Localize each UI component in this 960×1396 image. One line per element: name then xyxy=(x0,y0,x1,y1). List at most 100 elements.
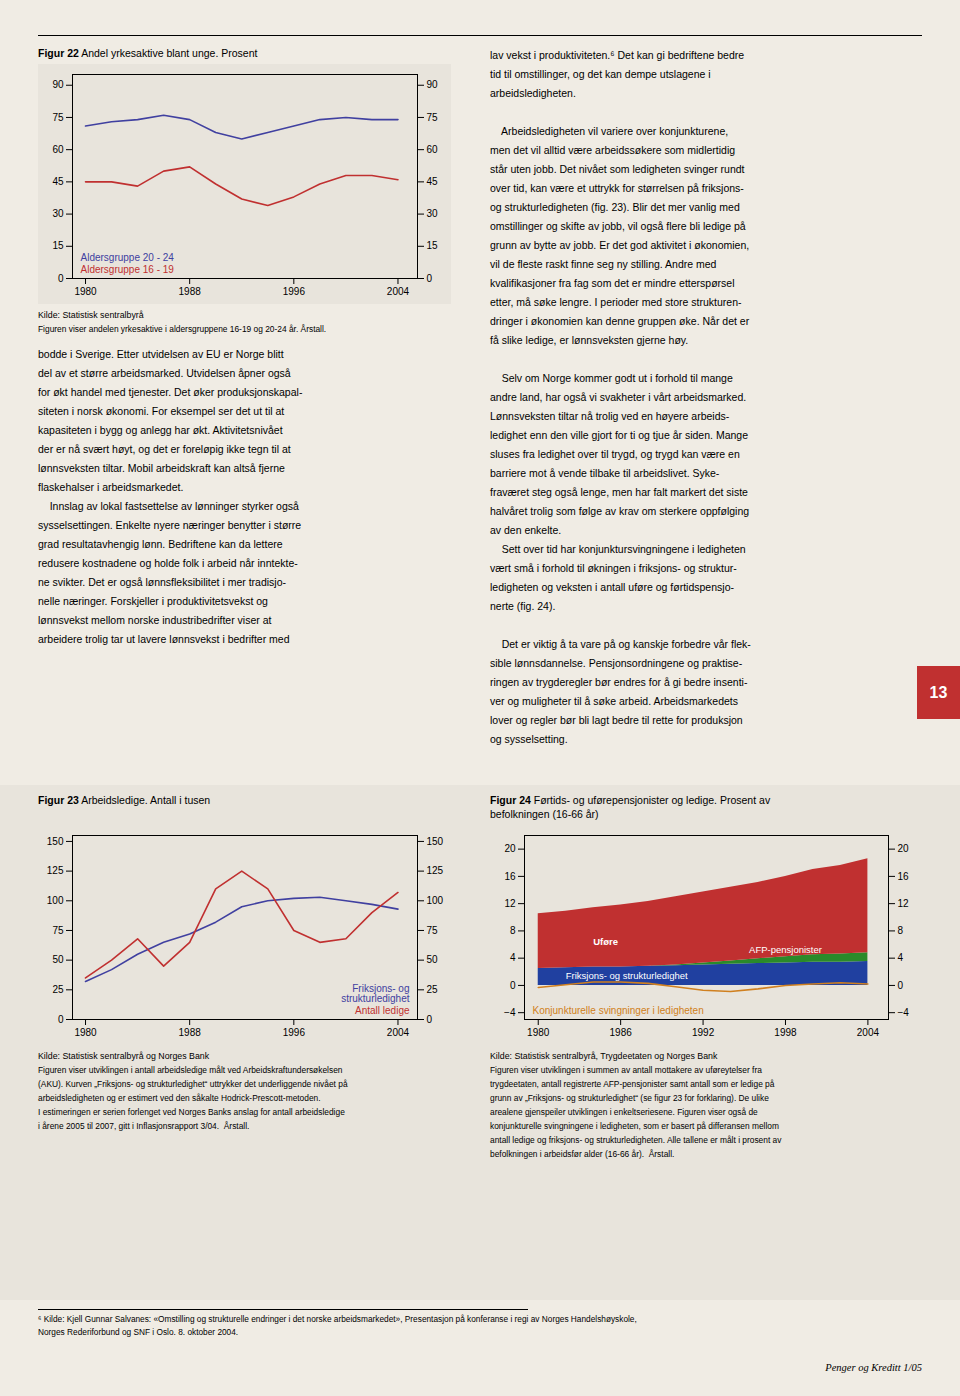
svg-text:1998: 1998 xyxy=(774,1027,797,1038)
svg-text:150: 150 xyxy=(427,836,444,847)
html-text:lønnsveksten tiltar. Mobil arb: lønnsveksten tiltar. Mobil arbeidskraft … xyxy=(38,462,285,474)
svg-text:0: 0 xyxy=(898,980,904,991)
svg-text:1980: 1980 xyxy=(527,1027,550,1038)
html-text:redusere kostnadene og holde f: redusere kostnadene og holde folk i arbe… xyxy=(38,557,298,569)
svg-text:30: 30 xyxy=(52,208,64,219)
html-text:Lønnsveksten tiltar nå trolig: Lønnsveksten tiltar nå trolig ved en høy… xyxy=(490,410,730,422)
html-text:arbeidsledigheten.: arbeidsledigheten. xyxy=(490,87,576,99)
html-text:13: 13 xyxy=(929,683,948,701)
svg-text:2004: 2004 xyxy=(857,1027,880,1038)
svg-text:30: 30 xyxy=(427,208,439,219)
html-text:Selv om Norge kommer godt ut i: Selv om Norge kommer godt ut i forhold t… xyxy=(490,372,733,384)
svg-text:Konjunkturelle svingninger i l: Konjunkturelle svingninger i ledigheten xyxy=(533,1005,704,1016)
svg-text:100: 100 xyxy=(47,895,64,906)
svg-text:45: 45 xyxy=(52,176,64,187)
svg-text:20: 20 xyxy=(504,843,516,854)
svg-text:Aldersgruppe 20 - 24: Aldersgruppe 20 - 24 xyxy=(81,252,175,263)
html-text:grad resultatavhengig lønn. Be: grad resultatavhengig lønn. Bedriftene k… xyxy=(38,538,283,550)
svg-text:−4: −4 xyxy=(504,1007,516,1018)
html-text:tid til omstillinger, og det k: tid til omstillinger, og det kan dempe u… xyxy=(490,68,711,80)
svg-text:0: 0 xyxy=(427,1014,433,1025)
svg-text:25: 25 xyxy=(52,984,64,995)
svg-text:125: 125 xyxy=(427,865,444,876)
svg-text:Friksjons- ogstrukturledighet: Friksjons- ogstrukturledighet xyxy=(341,983,410,1004)
svg-text:100: 100 xyxy=(427,895,444,906)
html-text:dringer i økonomien kan denne: dringer i økonomien kan denne gruppen øk… xyxy=(490,315,750,327)
svg-text:4: 4 xyxy=(510,952,516,963)
svg-text:AFP-pensjonister: AFP-pensjonister xyxy=(749,944,822,955)
svg-text:75: 75 xyxy=(427,925,439,936)
html-text:står uten jobb. Det nivået som: står uten jobb. Det nivået som ledighete… xyxy=(490,163,745,175)
html-text:omstillinger og skifte av jobb: omstillinger og skifte av jobb, vil også… xyxy=(490,220,746,232)
html-text:andre land, har også vi svakhe: andre land, har også vi svakheter i vårt… xyxy=(490,391,747,403)
svg-text:15: 15 xyxy=(427,240,439,251)
svg-text:1988: 1988 xyxy=(179,286,202,297)
svg-text:1996: 1996 xyxy=(283,1027,306,1038)
html-text:etter, må søke lengre. I perio: etter, må søke lengre. I perioder med st… xyxy=(490,296,742,308)
svg-text:60: 60 xyxy=(52,144,64,155)
svg-text:1988: 1988 xyxy=(179,1027,202,1038)
svg-text:2004: 2004 xyxy=(387,286,410,297)
svg-text:12: 12 xyxy=(898,898,910,909)
svg-text:1996: 1996 xyxy=(283,286,306,297)
html-text:vil de fleste raskt finne seg: vil de fleste raskt finne seg ny stillin… xyxy=(490,258,717,270)
svg-text:1980: 1980 xyxy=(74,286,97,297)
html-text:arbeidere trolig tar ut lavere: arbeidere trolig tar ut lavere lønnsveks… xyxy=(38,633,290,645)
html-text:og strukturledigheten (fig. 23: og strukturledigheten (fig. 23). Blir de… xyxy=(490,201,740,213)
html-text:ne svikter. Det er også lønnsf: ne svikter. Det er også lønnsfleksibilit… xyxy=(38,576,286,588)
svg-text:50: 50 xyxy=(427,954,439,965)
svg-text:Aldersgruppe 16 - 19: Aldersgruppe 16 - 19 xyxy=(81,264,175,275)
svg-text:16: 16 xyxy=(504,871,516,882)
html-text:del av et større arbeidsmarked: del av et større arbeidsmarked. Utvidels… xyxy=(38,367,291,379)
svg-text:0: 0 xyxy=(58,1014,64,1025)
svg-text:Uføre: Uføre xyxy=(593,936,618,947)
svg-text:25: 25 xyxy=(427,984,439,995)
svg-text:75: 75 xyxy=(427,112,439,123)
svg-text:−4: −4 xyxy=(898,1007,910,1018)
html-text:Arbeidsledigheten vil variere: Arbeidsledigheten vil variere over konju… xyxy=(490,125,729,137)
svg-text:Friksjons- og strukturledighet: Friksjons- og strukturledighet xyxy=(566,970,688,981)
svg-text:45: 45 xyxy=(427,176,439,187)
html-text:flaskehalser i arbeidsmarkedet: flaskehalser i arbeidsmarkedet. xyxy=(38,481,184,493)
html-text:bodde i Sverige. Etter utvidel: bodde i Sverige. Etter utvidelsen av EU … xyxy=(38,348,284,360)
svg-text:12: 12 xyxy=(504,898,516,909)
svg-text:75: 75 xyxy=(52,925,64,936)
html-text:for økt handel med tjenester.: for økt handel med tjenester. Det øker p… xyxy=(38,386,303,398)
html-text:lav vekst i produktiviteten.⁶: lav vekst i produktiviteten.⁶ Det kan gi… xyxy=(490,49,745,61)
svg-text:90: 90 xyxy=(52,79,64,90)
svg-text:125: 125 xyxy=(47,865,64,876)
svg-text:0: 0 xyxy=(427,273,433,284)
html-text:grunn av bytte av jobb. Er det: grunn av bytte av jobb. Er det god aktiv… xyxy=(490,239,750,251)
svg-text:8: 8 xyxy=(898,925,904,936)
svg-text:1992: 1992 xyxy=(692,1027,715,1038)
svg-text:1980: 1980 xyxy=(74,1027,97,1038)
svg-text:50: 50 xyxy=(52,954,64,965)
svg-text:0: 0 xyxy=(58,273,64,284)
html-text:men det vil alltid være arbeid: men det vil alltid være arbeidssøkere so… xyxy=(490,144,736,156)
html-text:få slike ledige, er lønnsvekst: få slike ledige, er lønnsveksten gjerne … xyxy=(490,334,689,346)
svg-text:16: 16 xyxy=(898,871,910,882)
html-text:der er nå svært høyt, og det e: der er nå svært høyt, og det er foreløpi… xyxy=(38,443,291,455)
html-text:nelle næringer. Forskjeller i: nelle næringer. Forskjeller i produktivi… xyxy=(38,595,268,607)
svg-text:4: 4 xyxy=(898,952,904,963)
svg-text:8: 8 xyxy=(510,925,516,936)
svg-text:60: 60 xyxy=(427,144,439,155)
svg-text:15: 15 xyxy=(52,240,64,251)
html-text:ledighet enn den ville gjort f: ledighet enn den ville gjort for ti og t… xyxy=(490,429,748,441)
svg-text:1986: 1986 xyxy=(610,1027,633,1038)
html-text:kapasiteten i bygg og anlegg h: kapasiteten i bygg og anlegg har økt. Ak… xyxy=(38,424,283,436)
svg-text:75: 75 xyxy=(52,112,64,123)
html-text:Innslag av lokal fastsettelse: Innslag av lokal fastsettelse av lønning… xyxy=(38,500,299,512)
html-text:kvalifikasjoner fra fag som de: kvalifikasjoner fra fag som det er mindr… xyxy=(490,277,735,289)
svg-text:90: 90 xyxy=(427,79,439,90)
svg-text:20: 20 xyxy=(898,843,910,854)
html-text:siteten i norsk økonomi. For e: siteten i norsk økonomi. For eksempel se… xyxy=(38,405,285,417)
html-text:sysselsettingen. Enkelte nyere: sysselsettingen. Enkelte nyere næringer … xyxy=(38,519,302,531)
html-text:over tid, kan være et uttrykk: over tid, kan være et uttrykk for større… xyxy=(490,182,744,194)
svg-text:0: 0 xyxy=(510,980,516,991)
svg-text:150: 150 xyxy=(47,836,64,847)
svg-text:2004: 2004 xyxy=(387,1027,410,1038)
html-text:lønnsvekst mellom norske indus: lønnsvekst mellom norske industribedrift… xyxy=(38,614,272,626)
svg-text:Antall ledige: Antall ledige xyxy=(355,1005,410,1016)
html-text:Figur 24 Førtids- og uførepens: Figur 24 Førtids- og uførepensjonister o… xyxy=(490,794,771,820)
